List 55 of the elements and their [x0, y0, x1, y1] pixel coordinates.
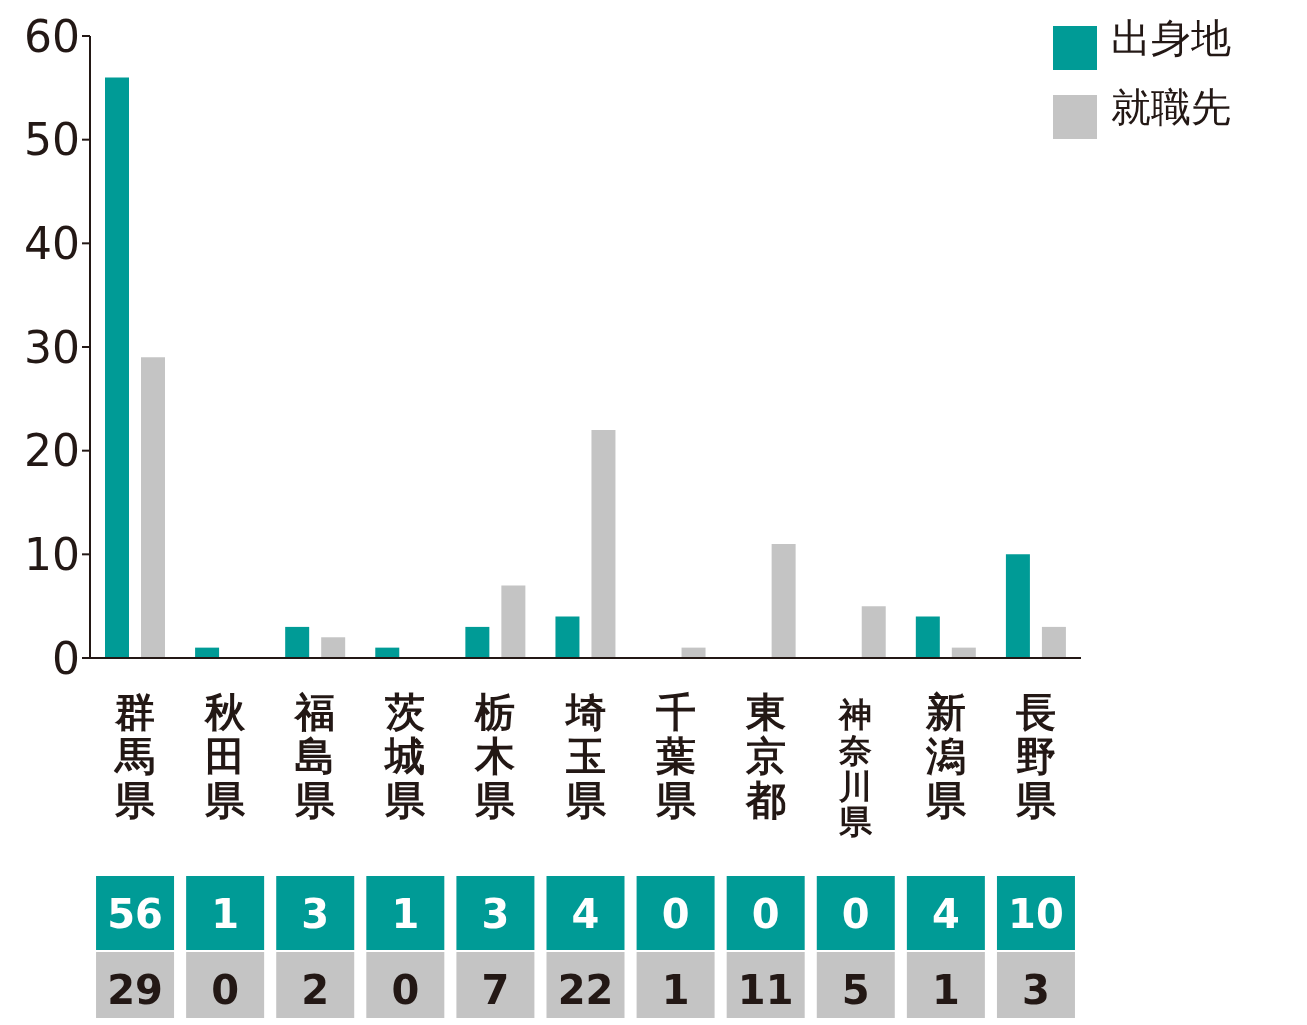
y-tick-label: 0: [52, 632, 80, 684]
bar: [915, 616, 940, 658]
x-tick-label: 千葉県: [654, 689, 697, 823]
bar: [105, 77, 129, 658]
x-tick-label: 秋田県: [204, 689, 247, 823]
bar: [771, 543, 796, 658]
x-tick-label: 埼玉県: [563, 689, 607, 823]
x-tick-label: 群馬県: [113, 689, 157, 823]
y-tick-label: 20: [24, 425, 80, 477]
x-tick-label: 栃木県: [474, 689, 517, 823]
data-label: 0: [841, 891, 870, 937]
bar: [1041, 626, 1066, 658]
data-label: 7: [481, 967, 510, 1013]
data-label: 3: [481, 891, 510, 937]
bar: [861, 606, 886, 658]
data-label: 1: [661, 967, 690, 1013]
x-tick-label: 福島県: [293, 689, 337, 823]
y-tick-label: 50: [24, 114, 80, 166]
bar: [501, 585, 526, 658]
data-label: 0: [661, 891, 690, 937]
data-label: 4: [931, 891, 960, 937]
data-label: 5: [841, 967, 870, 1013]
bar: [555, 616, 580, 658]
data-label: 0: [211, 967, 240, 1013]
data-label: 1: [391, 891, 420, 937]
bar: [465, 626, 490, 658]
y-tick-label: 40: [24, 217, 80, 269]
bar: [285, 626, 310, 658]
bar: [591, 429, 616, 658]
x-tick-label: 長野県: [1014, 689, 1057, 823]
x-tick-label: 新潟県: [924, 689, 967, 823]
bar: [1005, 554, 1030, 658]
data-label: 3: [1022, 967, 1050, 1013]
y-tick-label: 10: [24, 528, 80, 580]
data-label: 2: [301, 967, 330, 1013]
data-label: 0: [391, 967, 420, 1013]
legend-label: 就職先: [1111, 84, 1231, 130]
data-label: 4: [571, 891, 600, 937]
data-label: 10: [1008, 891, 1064, 937]
data-label: 22: [557, 967, 614, 1013]
data-label: 11: [737, 967, 794, 1013]
bar: [321, 637, 346, 658]
data-label: 1: [931, 967, 960, 1013]
data-label: 0: [751, 891, 780, 937]
y-tick-label: 30: [24, 321, 80, 373]
legend-label: 出身地: [1111, 15, 1231, 61]
data-label: 56: [107, 891, 163, 937]
data-label: 1: [211, 891, 240, 937]
bar: [141, 357, 165, 658]
data-label: 29: [107, 967, 163, 1013]
x-tick-label: 神奈川県: [837, 696, 874, 842]
x-tick-label: 東京都: [744, 689, 786, 823]
y-tick-label: 60: [24, 10, 80, 62]
x-tick-label: 茨城県: [383, 689, 427, 823]
data-label: 3: [301, 891, 330, 937]
